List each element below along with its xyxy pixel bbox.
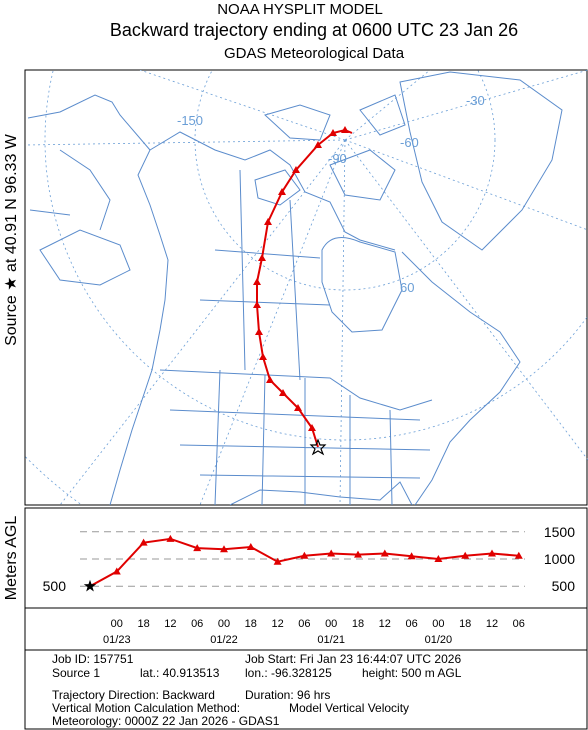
graticule-label: -90 [328, 151, 347, 166]
graticule-label: -150 [177, 113, 203, 128]
trajectory [253, 126, 353, 456]
x-tick-label: 00 [432, 618, 444, 630]
height-marker [112, 567, 121, 575]
y-tick-label: 500 [552, 578, 576, 594]
height-marker [380, 549, 389, 557]
job-id: Job ID: 157751 [52, 652, 134, 666]
x-tick-label: 06 [191, 618, 203, 630]
height-line [89, 537, 519, 588]
x-tick-label: 18 [137, 618, 149, 630]
y-axis-label: Meters AGL [3, 516, 20, 601]
vertical-method: Vertical Motion Calculation Method: [52, 701, 240, 715]
height-marker [434, 555, 443, 562]
job-start: Job Start: Fri Jan 23 16:44:07 UTC 2026 [245, 652, 461, 666]
height-marker [300, 551, 309, 559]
source-lat: lat.: 40.913513 [140, 666, 220, 680]
date-label: 01/22 [210, 634, 238, 646]
height-marker [220, 545, 228, 553]
model-name: NOAA HYSPLIT MODEL [217, 1, 383, 18]
x-tick-label: 18 [459, 618, 471, 630]
graticule-labels: -150 -30 -60 -90 60 [177, 93, 485, 295]
coastlines [27, 71, 563, 505]
x-tick-label: 00 [218, 618, 230, 630]
source-number: Source 1 [52, 666, 100, 680]
x-tick-label: 06 [513, 618, 525, 630]
x-tick-label: 00 [111, 618, 123, 630]
height-marker [354, 550, 362, 558]
x-tick-label: 12 [486, 618, 498, 630]
height-marker [139, 538, 148, 546]
height-marker [488, 549, 496, 557]
source-label: Source ★ at 40.91 N 96.33 W [3, 133, 20, 346]
graticule-label: -30 [466, 93, 485, 108]
value-label: 500 [43, 578, 67, 594]
vertical-model: Model Vertical Velocity [289, 701, 409, 715]
height-marker [514, 551, 523, 559]
x-tick-label: 12 [379, 618, 391, 630]
x-tick-label: 18 [352, 618, 364, 630]
source-star [309, 438, 327, 456]
direction: Trajectory Direction: Backward [52, 688, 215, 702]
height-marker [273, 557, 282, 565]
date-label: 01/20 [425, 634, 453, 646]
trajectory-markers [253, 126, 349, 431]
date-label: 01/23 [103, 634, 131, 646]
subtitle: GDAS Meteorological Data [224, 45, 405, 62]
map: -150 -30 -60 -90 60 [25, 70, 588, 505]
source-lon: lon.: -96.328125 [245, 666, 332, 680]
start-marker [83, 579, 97, 592]
graticule-label: 60 [400, 280, 414, 295]
x-tick-label: 12 [271, 618, 283, 630]
height-marker [166, 534, 175, 542]
y-tick-label: 1500 [544, 524, 575, 540]
map-frame [24, 69, 588, 506]
meteorology: Meteorology: 0000Z 22 Jan 2026 - GDAS1 [52, 714, 280, 728]
x-tick-label: 00 [325, 618, 337, 630]
x-tick-label: 06 [405, 618, 417, 630]
height-marker [327, 549, 336, 557]
height-marker [407, 552, 416, 560]
height-marker [246, 543, 255, 551]
graticule-label: -60 [400, 135, 419, 150]
footer-box [24, 649, 588, 730]
x-tick-label: 06 [298, 618, 310, 630]
date-label: 01/21 [317, 634, 345, 646]
title: Backward trajectory ending at 0600 UTC 2… [110, 20, 518, 40]
source-height: height: 500 m AGL [362, 666, 462, 680]
duration: Duration: 96 hrs [245, 688, 330, 702]
height-marker [461, 551, 470, 559]
height-marker [193, 544, 202, 552]
graticule [25, 70, 588, 505]
x-tick-label: 18 [245, 618, 257, 630]
y-tick-label: 1000 [544, 551, 575, 567]
x-tick-label: 12 [164, 618, 176, 630]
